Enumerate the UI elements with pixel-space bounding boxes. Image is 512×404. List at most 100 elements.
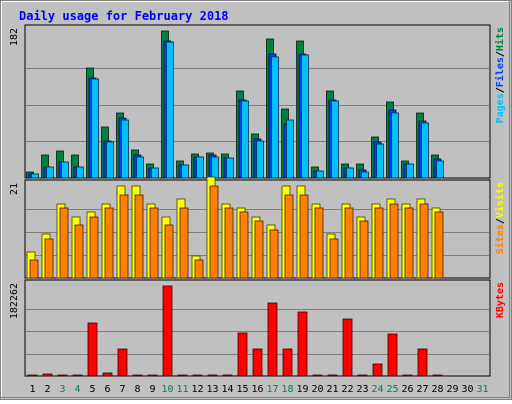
kbytes-bar-kbytes-day-8 [132,374,143,377]
visits-sites-bar-sites-day-19 [299,194,309,279]
hits-files-pages-ymax-label: 182 [9,28,20,46]
hits-files-pages-bar-pages-day-28 [436,160,444,179]
hits-files-pages-bar-pages-day-17 [271,56,279,179]
kbytes-bar-kbytes-day-9 [147,374,158,377]
visits-sites-bar-sites-day-3 [59,207,69,279]
kbytes-bar-kbytes-day-23 [357,374,368,377]
x-tick-label-day-5: 5 [89,384,95,395]
hits-files-pages-bar-pages-day-21 [331,100,339,179]
kbytes-bar-kbytes-day-21 [327,374,338,377]
kbytes-bar-kbytes-day-24 [372,363,383,377]
visits-sites-bar-sites-day-18 [284,194,294,279]
kbytes-bar-kbytes-day-19 [297,311,308,377]
kbytes-legend-word: KBytes [495,282,506,318]
kbytes-bar-kbytes-day-22 [342,318,353,377]
hits-files-pages-bar-pages-day-25 [391,112,399,179]
x-tick-label-day-7: 7 [119,384,125,395]
visits-sites-bar-sites-day-17 [269,229,279,279]
hits-files-pages-bar-pages-day-14 [226,157,234,179]
kbytes-bar-kbytes-day-5 [87,322,98,377]
hits-files-pages-bar-pages-day-7 [121,119,129,179]
hits-files-pages-bar-pages-day-9 [151,167,159,179]
kbytes-bar-kbytes-day-15 [237,332,248,377]
x-tick-label-day-20: 20 [311,384,323,395]
hits-files-pages-bar-pages-day-19 [301,54,309,179]
visits-sites-bar-sites-day-14 [224,207,234,279]
x-tick-label-day-11: 11 [176,384,188,395]
chart-title: Daily usage for February 2018 [19,9,229,23]
x-tick-label-day-8: 8 [134,384,140,395]
hits-files-pages-bar-pages-day-13 [211,156,219,179]
hits-files-pages-bar-pages-day-18 [286,119,294,179]
hits-files-pages-bar-pages-day-10 [166,41,174,179]
visits-sites-bar-sites-day-16 [254,220,264,279]
x-tick-label-day-23: 23 [356,384,368,395]
x-tick-label-day-17: 17 [266,384,278,395]
kbytes-bar-kbytes-day-1 [27,374,38,377]
x-tick-label-day-18: 18 [281,384,293,395]
hits-files-pages-bar-pages-day-2 [46,166,54,179]
x-tick-label-day-29: 29 [446,384,458,395]
visits-sites-bar-sites-day-21 [329,238,339,279]
x-tick-label-day-4: 4 [74,384,80,395]
visits-sites-bar-sites-day-1 [29,259,39,279]
kbytes-bar-kbytes-day-10 [162,285,173,377]
visits-sites-bar-sites-day-28 [434,211,444,279]
hits-files-pages-bar-pages-day-23 [361,171,369,179]
hits-files-pages-bar-pages-day-8 [136,156,144,179]
hits-files-pages-bar-pages-day-22 [346,167,354,179]
kbytes-bar-kbytes-day-14 [222,374,233,377]
visits-sites-bar-sites-day-10 [164,224,174,279]
visits-sites-bar-sites-day-2 [44,238,54,279]
visits-sites-legend-word: Visits [494,182,506,218]
x-tick-label-day-14: 14 [221,384,233,395]
kbytes-bar-kbytes-day-2 [42,373,53,377]
kbytes-bar-kbytes-day-18 [282,348,293,377]
x-tick-label-day-22: 22 [341,384,353,395]
hits-files-pages-bar-pages-day-1 [31,173,39,179]
hits-files-pages-bar-pages-day-5 [91,78,99,179]
x-tick-label-day-21: 21 [326,384,338,395]
hits-files-pages-legend-word: / [495,51,506,57]
x-tick-label-day-3: 3 [59,384,65,395]
kbytes-ymax-label: 182262 [9,283,20,319]
visits-sites-bar-sites-day-26 [404,207,414,279]
kbytes-bar-kbytes-day-25 [387,333,398,377]
x-tick-label-day-12: 12 [191,384,203,395]
visits-sites-bar-sites-day-20 [314,207,324,279]
x-tick-label-day-26: 26 [401,384,413,395]
x-tick-label-day-1: 1 [29,384,35,395]
visits-sites-bar-sites-day-6 [104,207,114,279]
visits-sites-bar-sites-day-7 [119,194,129,279]
hits-files-pages-bar-pages-day-6 [106,141,114,179]
x-tick-label-day-27: 27 [416,384,428,395]
hits-files-pages-legend-word: Pages [495,93,506,123]
visits-sites-bar-sites-day-22 [344,207,354,279]
x-tick-label-day-19: 19 [296,384,308,395]
kbytes-bar-kbytes-day-28 [432,374,443,377]
kbytes-axis-legend: KBytes [495,282,506,318]
kbytes-bar-kbytes-day-17 [267,302,278,377]
visits-sites-bar-sites-day-24 [374,207,384,279]
kbytes-bar-kbytes-day-20 [312,374,323,377]
kbytes-bar-kbytes-day-3 [57,374,68,377]
x-tick-label-day-25: 25 [386,384,398,395]
visits-sites-bar-sites-day-8 [134,194,144,279]
visits-sites-bar-sites-day-9 [149,207,159,279]
kbytes-bar-kbytes-day-13 [207,374,218,377]
x-tick-label-day-15: 15 [236,384,248,395]
x-tick-label-day-28: 28 [431,384,443,395]
hits-files-pages-bar-pages-day-20 [316,170,324,179]
x-tick-label-day-30: 30 [461,384,473,395]
kbytes-bar-kbytes-day-16 [252,348,263,377]
x-tick-label-day-13: 13 [206,384,218,395]
x-tick-label-day-24: 24 [371,384,383,395]
hits-files-pages-bar-pages-day-26 [406,163,414,179]
visits-sites-bar-sites-day-15 [239,211,249,279]
hits-files-pages-bar-pages-day-4 [76,166,84,179]
hits-files-pages-legend-word: Files [494,57,506,87]
hits-files-pages-bar-pages-day-12 [196,156,204,179]
